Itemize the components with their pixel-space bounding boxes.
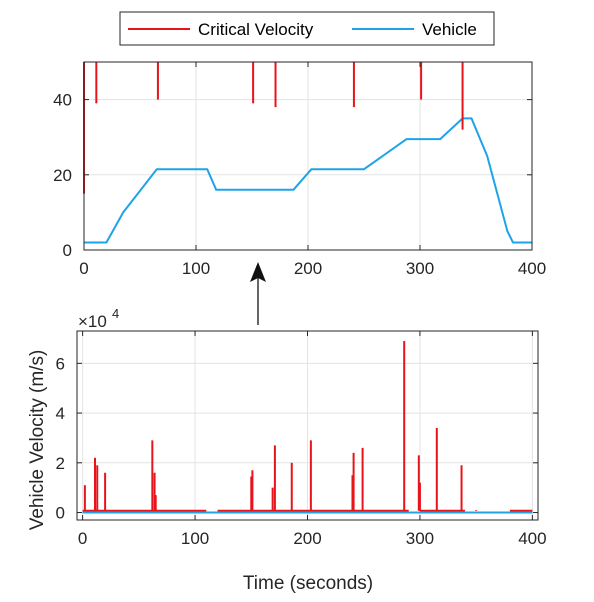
y-exponent: ×10 4 — [78, 306, 119, 331]
legend-label-critical-velocity: Critical Velocity — [198, 20, 314, 39]
bottom-y-tick-label: 6 — [56, 354, 65, 373]
top-plot: 0 100 200 300 400 0 20 40 — [53, 61, 546, 278]
legend: Critical Velocity Vehicle — [119, 11, 495, 46]
top-x-tick-label: 400 — [518, 259, 546, 278]
top-x-tick-label: 200 — [294, 259, 322, 278]
bottom-plot: 0 100 200 300 400 0 2 4 6 ×10 4 — [56, 306, 547, 548]
bottom-y-tick-label: 0 — [56, 504, 65, 523]
arrow-annotation — [250, 262, 266, 325]
bottom-y-tick-label: 2 — [56, 454, 65, 473]
y-exponent-base: ×10 — [78, 312, 107, 331]
bottom-grid — [77, 331, 538, 520]
legend-label-vehicle: Vehicle — [422, 20, 477, 39]
top-x-tick-label: 100 — [182, 259, 210, 278]
bottom-x-tick-label: 400 — [518, 529, 546, 548]
y-exponent-power: 4 — [112, 306, 119, 321]
top-y-tick-label: 20 — [53, 166, 72, 185]
top-ticks: 0 100 200 300 400 0 20 40 — [53, 62, 546, 278]
x-axis-label: Time (seconds) — [243, 573, 373, 594]
bottom-x-tick-label: 300 — [406, 529, 434, 548]
bottom-series — [82, 340, 533, 514]
arrow-head — [250, 262, 266, 282]
top-y-tick-label: 40 — [53, 91, 72, 110]
bottom-x-tick-label: 0 — [78, 529, 87, 548]
top-x-tick-label: 0 — [79, 259, 88, 278]
top-vehicle-line — [84, 117, 532, 244]
bottom-x-tick-label: 200 — [293, 529, 321, 548]
bottom-y-tick-label: 4 — [56, 404, 65, 423]
top-grid — [83, 62, 533, 251]
top-x-tick-label: 300 — [406, 259, 434, 278]
bottom-x-tick-label: 100 — [181, 529, 209, 548]
top-y-tick-label: 0 — [63, 241, 72, 260]
bottom-ticks: 0 100 200 300 400 0 2 4 6 — [56, 331, 547, 548]
y-axis-label: Vehicle Velocity (m/s) — [27, 350, 48, 531]
